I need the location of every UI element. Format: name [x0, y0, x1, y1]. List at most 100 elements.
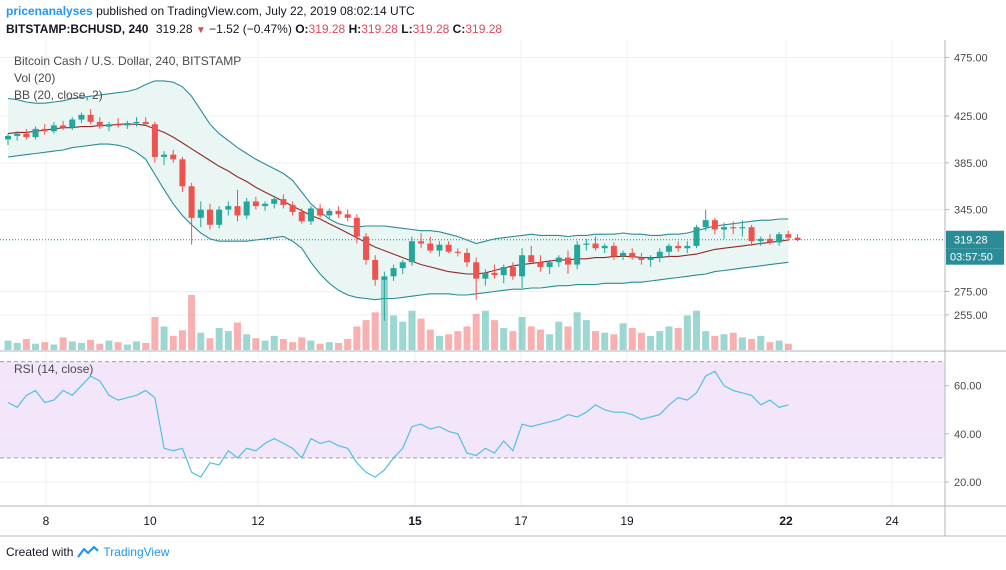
volume-bar [279, 339, 287, 350]
chart-canvas[interactable]: 255.00 275.00 345.00 385.00 425.00 475.00 319.… [0, 40, 1006, 540]
ohlc-close-value: 319.28 [465, 22, 503, 36]
candle-body [519, 255, 526, 277]
volume-bar [178, 330, 186, 350]
candle-body [427, 243, 434, 251]
volume-bar [619, 323, 627, 350]
chart-legend-title: Bitcoin Cash / U.S. Dollar, 240, BITSTAM… [14, 54, 242, 68]
volume-bar [307, 340, 315, 350]
volume-bar [289, 342, 297, 350]
volume-bar [472, 313, 480, 350]
tradingview-brand[interactable]: TradingView [103, 545, 170, 559]
candle-body [216, 209, 223, 225]
volume-bar [224, 331, 232, 350]
candle-body [757, 238, 764, 242]
candle-body [363, 236, 370, 260]
volume-bar [693, 310, 700, 350]
volume-bar [445, 334, 453, 350]
candle-body [436, 244, 443, 251]
created-with-text: Created with [6, 545, 74, 559]
last-price-tag-label: 319.28 [954, 235, 988, 247]
volume-bar [491, 320, 499, 350]
candle-body [647, 257, 654, 260]
ohlc-open-key: O: [295, 22, 309, 36]
candle-body [592, 243, 599, 249]
candle-body [500, 266, 507, 276]
down-arrow-icon: ▼ [195, 25, 206, 36]
countdown-tag [946, 248, 1004, 265]
candle-body [564, 257, 571, 265]
rsi-band-fill [0, 361, 945, 458]
candle-body [96, 121, 103, 127]
candle-body [161, 154, 168, 157]
candle-body [188, 186, 195, 218]
price-tick-label: 275.00 [954, 287, 988, 299]
time-tick-label: 17 [514, 514, 528, 528]
candle-body [794, 237, 801, 241]
volume-bar [371, 312, 379, 350]
candle-body [170, 154, 177, 160]
volume-bar [325, 342, 333, 350]
candle-body [482, 272, 489, 279]
volume-bar [261, 340, 269, 350]
volume-bar [114, 342, 122, 350]
last-price-tag [946, 230, 1004, 249]
volume-bar [316, 343, 324, 350]
ohlc-high-value: 319.28 [361, 22, 398, 36]
symbol-label: BITSTAMP:BCHUSD, 240 [6, 22, 149, 36]
volume-bar [637, 332, 645, 350]
candle-body [537, 262, 544, 267]
candle-body [335, 210, 342, 215]
volume-bar [353, 326, 361, 350]
candle-body [785, 234, 792, 238]
candle-body [14, 133, 21, 136]
volume-bar [344, 339, 352, 350]
volume-bar [674, 328, 682, 350]
volume-bar [252, 338, 260, 350]
candle-body [721, 227, 728, 230]
candle-body [243, 201, 250, 216]
candle-body [50, 125, 57, 132]
ohlc-low-value: 319.28 [412, 22, 450, 36]
candle-body [445, 244, 452, 252]
candle-body [142, 121, 149, 125]
ohlc-close-key: C: [452, 22, 466, 36]
volume-bar [133, 341, 141, 350]
username[interactable]: pricenanalyses [6, 4, 93, 18]
volume-bar [527, 326, 535, 350]
volume-bar [766, 342, 774, 350]
volume-bar [399, 321, 407, 350]
price-tick-label: 385.00 [954, 158, 988, 170]
candle-body [574, 244, 581, 265]
volume-bar [188, 295, 196, 350]
candle-body [133, 121, 140, 124]
candle-body [298, 211, 305, 222]
volume-bar [215, 328, 223, 350]
candle-body [115, 124, 122, 126]
bollinger-basis-line [7, 123, 789, 275]
volume-bar [702, 331, 710, 350]
bollinger-upper-line [7, 80, 789, 245]
candle-body [739, 227, 746, 229]
price-tick-label: 425.00 [954, 111, 988, 123]
candle-body [730, 227, 737, 229]
candle-body [491, 272, 498, 276]
ohlc-low-key: L: [401, 22, 413, 36]
footer: Created with TradingView [6, 545, 169, 559]
volume-bar [720, 334, 728, 350]
volume-bar [390, 315, 398, 350]
volume-bar [206, 338, 214, 350]
candle-body [620, 252, 627, 257]
ohlc-high-key: H: [348, 22, 362, 36]
candle-body [528, 255, 535, 263]
volume-bar [59, 337, 67, 350]
candle-body [684, 245, 691, 249]
candle-body [381, 276, 388, 280]
candle-body [41, 128, 48, 132]
candle-body [601, 245, 608, 249]
volume-bar [417, 318, 425, 350]
volume-bar [738, 337, 746, 350]
bollinger-lower-line [7, 143, 789, 301]
volume-bar [426, 329, 434, 350]
candle-body [23, 133, 30, 138]
rsi-legend: RSI (14, close) [14, 362, 94, 376]
